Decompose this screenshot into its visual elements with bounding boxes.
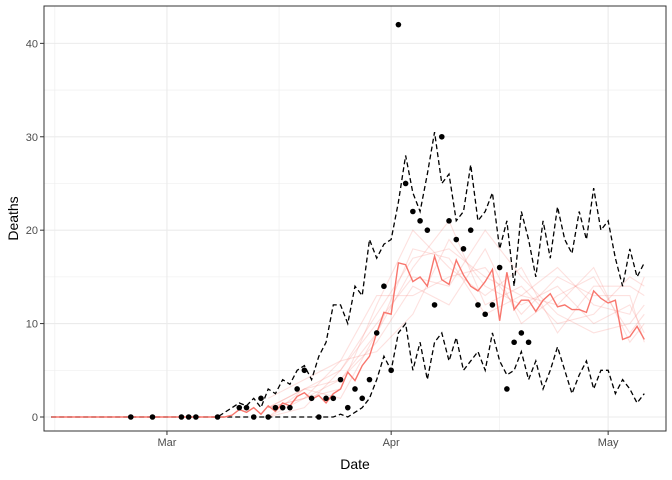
observed-point — [489, 302, 496, 308]
observed-point — [149, 414, 156, 420]
simulation-lines — [267, 219, 645, 418]
y-tick-label: 20 — [26, 225, 38, 237]
observed-point — [410, 208, 416, 215]
observed-point — [287, 404, 293, 411]
observed-point — [475, 302, 481, 308]
observed-point — [381, 283, 387, 290]
observed-point — [460, 246, 467, 252]
median-line — [51, 253, 645, 418]
observed-point — [525, 339, 532, 346]
simulation-line — [268, 229, 645, 418]
observed-point — [511, 339, 517, 346]
observed-point — [330, 395, 337, 402]
observed-point — [417, 218, 423, 224]
grid-layer — [44, 6, 666, 431]
observed-point — [258, 395, 264, 402]
observed-point — [301, 367, 308, 374]
observed-point — [496, 264, 503, 271]
observed-point — [366, 376, 373, 383]
observed-point — [214, 414, 221, 420]
lower-interval-line — [51, 321, 645, 418]
y-axis-ticks: 0 10 20 30 40 — [26, 38, 44, 424]
x-axis-title: Date — [340, 456, 370, 472]
observed-point — [243, 404, 250, 411]
observed-point — [250, 414, 257, 420]
upper-interval-line — [51, 131, 645, 418]
median-line-layer — [51, 253, 645, 418]
observed-point — [127, 414, 134, 420]
simulation-line — [268, 229, 645, 409]
y-tick-label: 40 — [26, 38, 38, 50]
simulation-line — [267, 248, 645, 409]
observed-point — [265, 414, 272, 420]
x-tick-label: May — [598, 437, 619, 449]
observed-point — [344, 404, 351, 411]
observed-point — [337, 376, 344, 383]
y-tick-label: 30 — [26, 132, 38, 144]
observed-point — [236, 404, 243, 411]
x-tick-label: Mar — [157, 437, 176, 449]
interval-lines — [51, 131, 645, 418]
observed-point — [482, 311, 488, 318]
observed-point — [185, 414, 192, 420]
simulation-line — [268, 266, 645, 409]
observed-point — [316, 414, 322, 420]
observed-point — [504, 386, 510, 392]
observed-point — [431, 302, 438, 308]
observed-point — [438, 133, 445, 140]
observed-point — [467, 227, 474, 233]
observed-point — [279, 404, 286, 411]
simulation-line — [267, 238, 645, 399]
observed-point — [395, 21, 402, 28]
observed-point — [518, 330, 525, 336]
observed-point — [424, 227, 431, 233]
observed-point — [373, 330, 380, 336]
observed-point — [272, 404, 279, 411]
simulation-line — [267, 247, 645, 418]
observed-point — [193, 414, 199, 420]
y-axis-title: Deaths — [5, 196, 21, 240]
observed-point — [178, 414, 185, 420]
panel-border — [43, 5, 667, 432]
observed-points — [127, 21, 532, 420]
y-tick-label: 10 — [26, 319, 38, 331]
y-tick-label: 0 — [32, 412, 38, 424]
observed-point — [388, 367, 394, 374]
observed-point — [323, 395, 329, 402]
x-axis-ticks: Mar Apr May — [157, 431, 619, 449]
observed-point — [453, 236, 460, 243]
observed-point — [446, 218, 452, 224]
simulation-line — [267, 219, 645, 418]
x-tick-label: Apr — [383, 437, 400, 449]
observed-point — [308, 395, 315, 402]
observed-point — [359, 395, 366, 402]
observed-point — [294, 386, 300, 392]
observed-point — [352, 386, 358, 392]
observed-point — [402, 180, 409, 187]
